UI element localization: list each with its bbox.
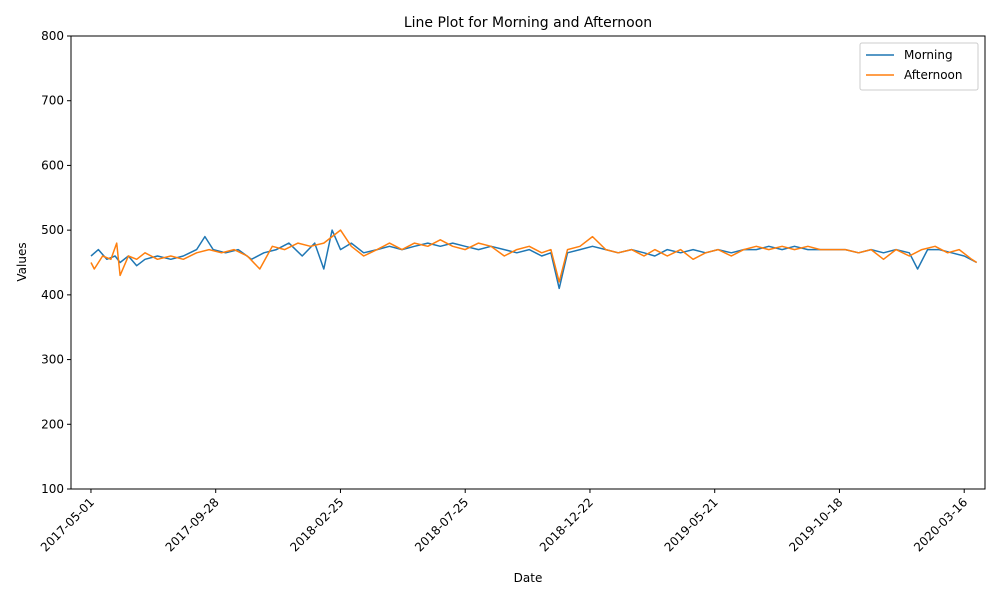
x-tick-label: 2017-09-28 [163,495,222,554]
y-tick-label: 400 [41,288,64,302]
y-axis: 100 200 300 400 500 600 700 800 [41,29,71,496]
plot-area-frame [70,35,986,490]
series-lines [90,229,978,290]
x-tick-label: 2019-05-21 [662,495,721,554]
chart-title: Line Plot for Morning and Afternoon [404,15,652,31]
series-line-morning [90,229,978,290]
x-tick-label: 2018-12-22 [537,495,596,554]
series-line-afternoon [90,229,978,283]
x-tick-label: 2017-05-01 [38,495,97,554]
x-axis: 2017-05-01 2017-09-28 2018-02-25 2018-07-25… [38,489,970,554]
y-axis-label: Values [15,242,29,281]
y-tick-label: 500 [41,223,64,237]
x-tick-label: 2018-07-25 [412,495,471,554]
legend: Morning Afternoon [859,42,979,91]
legend-label-afternoon: Afternoon [904,68,963,82]
y-tick-label: 300 [41,353,64,367]
x-tick-label: 2020-03-16 [911,495,970,554]
y-tick-label: 100 [41,482,64,496]
legend-label-morning: Morning [904,48,953,62]
y-tick-label: 200 [41,417,64,431]
x-axis-label: Date [514,571,543,585]
x-tick-label: 2018-02-25 [287,495,346,554]
y-tick-label: 800 [41,29,64,43]
y-tick-label: 600 [41,158,64,172]
x-tick-label: 2019-10-18 [786,495,845,554]
y-tick-label: 700 [41,94,64,108]
